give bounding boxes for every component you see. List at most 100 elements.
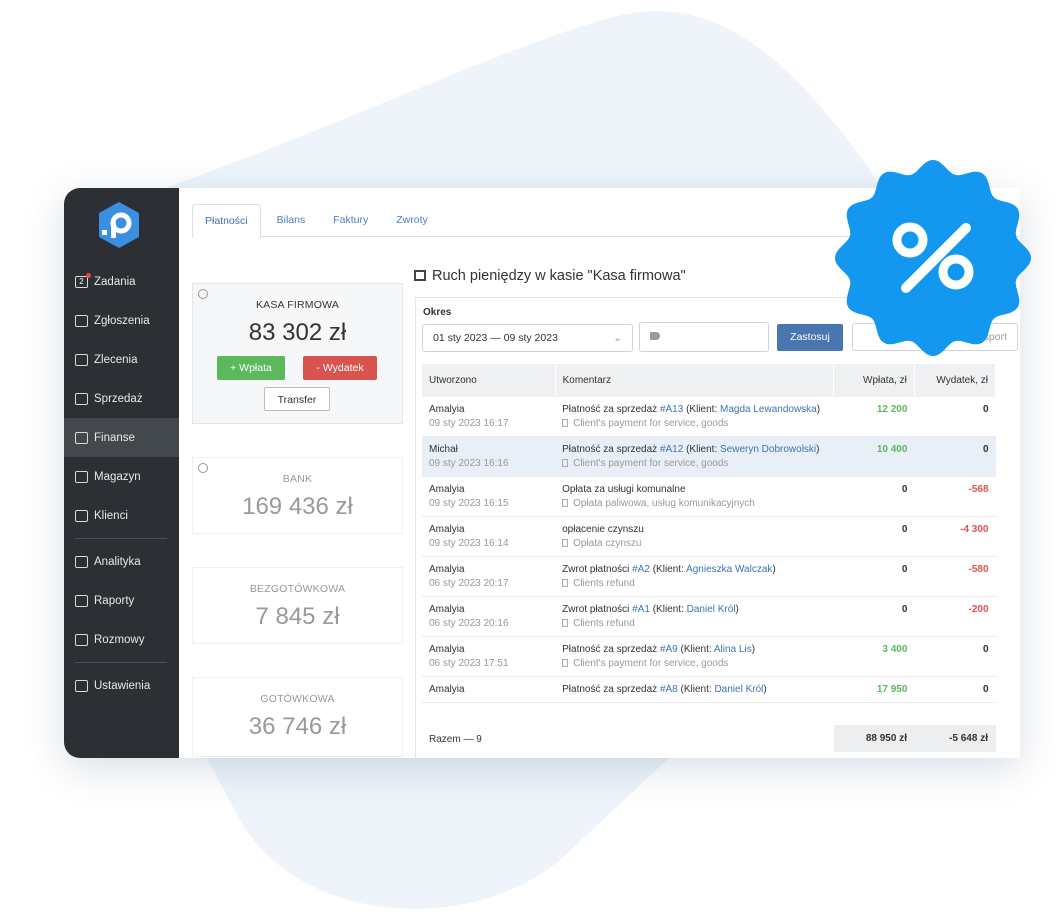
menu-item[interactable]: Magazyn <box>64 457 179 496</box>
note-text: Opłata czynszu <box>573 538 642 549</box>
income: 17 950 <box>833 676 915 703</box>
cash-card: KASA FIRMOWA 83 302 zł + Wpłata - Wydatek Tr… <box>192 283 403 424</box>
transaction-row[interactable]: Amalyia 09 sty 2023 16:17 Płatność za sprz… <box>422 397 996 437</box>
note: Opłata paliwowa, usług komunikacyjnych <box>562 497 826 511</box>
comment-text: Zwrot płatności <box>562 564 630 575</box>
menu-icon <box>75 594 88 607</box>
comment-text: opłacenie czynszu <box>562 524 644 535</box>
note-icon <box>562 659 569 667</box>
client-link[interactable]: Daniel Król <box>686 604 736 615</box>
comment-cell: opłacenie czynszu Opłata czynszu <box>555 516 834 557</box>
transaction-row[interactable]: Michał 09 sty 2023 16:16 Płatność za sprze… <box>422 436 996 477</box>
cash-card: BANK 169 436 zł <box>192 457 403 534</box>
comment: opłacenie czynszu <box>562 523 826 537</box>
created-cell: Amalyia 06 sty 2023 20:16 <box>422 596 556 637</box>
note: Clients refund <box>562 617 826 631</box>
note: Opłata czynszu <box>562 537 826 551</box>
table-head: Utworzono Komentarz Wpłata, zł Wydatek, zł <box>422 364 997 397</box>
created-cell: Amalyia 06 sty 2023 20:17 <box>422 556 556 597</box>
comment: Zwrot płatności #A1 (Klient: Daniel Król… <box>562 603 826 617</box>
order-link[interactable]: #A1 <box>632 604 650 615</box>
expense: 0 <box>914 436 996 477</box>
comment: Zwrot płatności #A2 (Klient: Agnieszka W… <box>562 563 826 577</box>
cash-card: GOTÓWKOWA 36 746 zł <box>192 677 403 757</box>
menu-item[interactable]: Zlecenia <box>64 340 179 379</box>
panel: Okres 01 sty 2023 — 09 sty 2023 ⌄ Zastosu… <box>415 297 1020 758</box>
order-link[interactable]: #A2 <box>632 564 650 575</box>
client-link[interactable]: Alina Lis <box>713 644 752 655</box>
date: 06 sty 2023 17:51 <box>429 658 509 669</box>
created-cell: Michał 09 sty 2023 16:16 <box>422 436 556 477</box>
client-link[interactable]: Seweryn Dobrowolski <box>720 444 817 455</box>
comment-cell: Zwrot płatności #A1 (Klient: Daniel Król… <box>555 596 834 637</box>
author: Michał <box>429 444 458 455</box>
note-text: Opłata paliwowa, usług komunikacyjnych <box>573 498 755 509</box>
menu-item[interactable]: Finanse <box>64 418 179 457</box>
author: Amalyia <box>429 524 465 535</box>
note-icon <box>562 499 569 507</box>
deposit-button[interactable]: + Wpłata <box>217 356 285 380</box>
income: 0 <box>833 476 915 517</box>
comment-cell: Płatność za sprzedaż #A8 (Klient: Daniel… <box>555 676 834 703</box>
menu-icon <box>75 431 88 444</box>
transaction-row[interactable]: Amalyia 09 sty 2023 16:15 Opłata za usługi… <box>422 476 996 517</box>
header-row: Utworzono Komentarz Wpłata, zł Wydatek, zł <box>422 364 997 397</box>
menu-icon: 2 <box>75 272 91 288</box>
menu-label: Zgłoszenia <box>94 314 150 327</box>
card-title: BEZGOTÓWKOWA <box>249 583 346 595</box>
menu-label: Finanse <box>94 431 135 444</box>
transaction-row[interactable]: Amalyia Płatność za sprzedaż #A8 (Klient:… <box>422 676 996 703</box>
menu-label: Analityka <box>94 555 141 568</box>
note: Clients refund <box>562 577 826 591</box>
date: 06 sty 2023 20:16 <box>429 618 509 629</box>
menu-label: Zlecenia <box>94 353 138 366</box>
menu-item[interactable]: Klienci <box>64 496 179 535</box>
menu-item[interactable]: Ustawienia <box>64 666 179 705</box>
client-link[interactable]: Daniel Król <box>714 684 764 695</box>
transaction-row[interactable]: Amalyia 06 sty 2023 17:51 Płatność za sprz… <box>422 636 996 677</box>
tab[interactable]: Bilans <box>276 214 306 226</box>
card-title: GOTÓWKOWA <box>260 693 335 705</box>
comment-text: Opłata za usługi komunalne <box>562 484 686 495</box>
expense-button[interactable]: - Wydatek <box>303 356 377 380</box>
comment: Płatność za sprzedaż #A13 (Klient: Magda… <box>562 403 826 417</box>
client-link[interactable]: Magda Lewandowska <box>720 404 817 415</box>
tab[interactable]: Płatności <box>192 204 261 238</box>
order-link[interactable]: #A8 <box>659 684 678 695</box>
order-link[interactable]: #A12 <box>659 444 684 455</box>
menu-item[interactable]: 2 Zadania <box>64 262 179 301</box>
client-prefix: (Klient: <box>680 684 712 695</box>
author: Amalyia <box>429 604 465 615</box>
total-expense: -5 648 zł <box>949 733 988 744</box>
tag-input[interactable] <box>639 322 769 352</box>
client-prefix: (Klient: <box>652 564 684 575</box>
menu-item[interactable]: Sprzedaż <box>64 379 179 418</box>
menu-icon <box>75 470 88 483</box>
order-link[interactable]: #A13 <box>659 404 684 415</box>
menu-item[interactable]: Zgłoszenia <box>64 301 179 340</box>
menu-item[interactable]: Rozmowy <box>64 620 179 659</box>
transfer-button[interactable]: Transfer <box>264 387 330 411</box>
period-select[interactable]: 01 sty 2023 — 09 sty 2023 ⌄ <box>422 324 633 352</box>
income: 0 <box>833 596 915 637</box>
transaction-row[interactable]: Amalyia 06 sty 2023 20:17 Zwrot płatności … <box>422 556 996 597</box>
logo <box>99 202 139 248</box>
card-title: KASA FIRMOWA <box>255 299 340 311</box>
tab[interactable]: Zwroty <box>396 214 428 226</box>
transaction-row[interactable]: Amalyia 09 sty 2023 16:14 opłacenie czynsz… <box>422 516 996 557</box>
transaction-row[interactable]: Amalyia 06 sty 2023 20:16 Zwrot płatności … <box>422 596 996 637</box>
income: 0 <box>833 516 915 557</box>
menu-icon <box>75 679 88 692</box>
income: 0 <box>833 556 915 597</box>
card-amount: 83 302 zł <box>248 319 347 346</box>
menu-item[interactable]: Analityka <box>64 542 179 581</box>
menu-item[interactable]: Raporty <box>64 581 179 620</box>
sidebar-menu: 2 Zadania Zgłoszenia Zlecenia Sprzedaż Finans… <box>64 262 179 705</box>
expense: -200 <box>914 596 996 637</box>
order-link[interactable]: #A9 <box>659 644 678 655</box>
tab[interactable]: Faktury <box>333 214 369 226</box>
client-link[interactable]: Agnieszka Walczak <box>686 564 773 575</box>
apply-button[interactable]: Zastosuj <box>777 324 843 351</box>
client-suffix: ) <box>772 564 776 575</box>
date: 09 sty 2023 16:16 <box>429 458 509 469</box>
